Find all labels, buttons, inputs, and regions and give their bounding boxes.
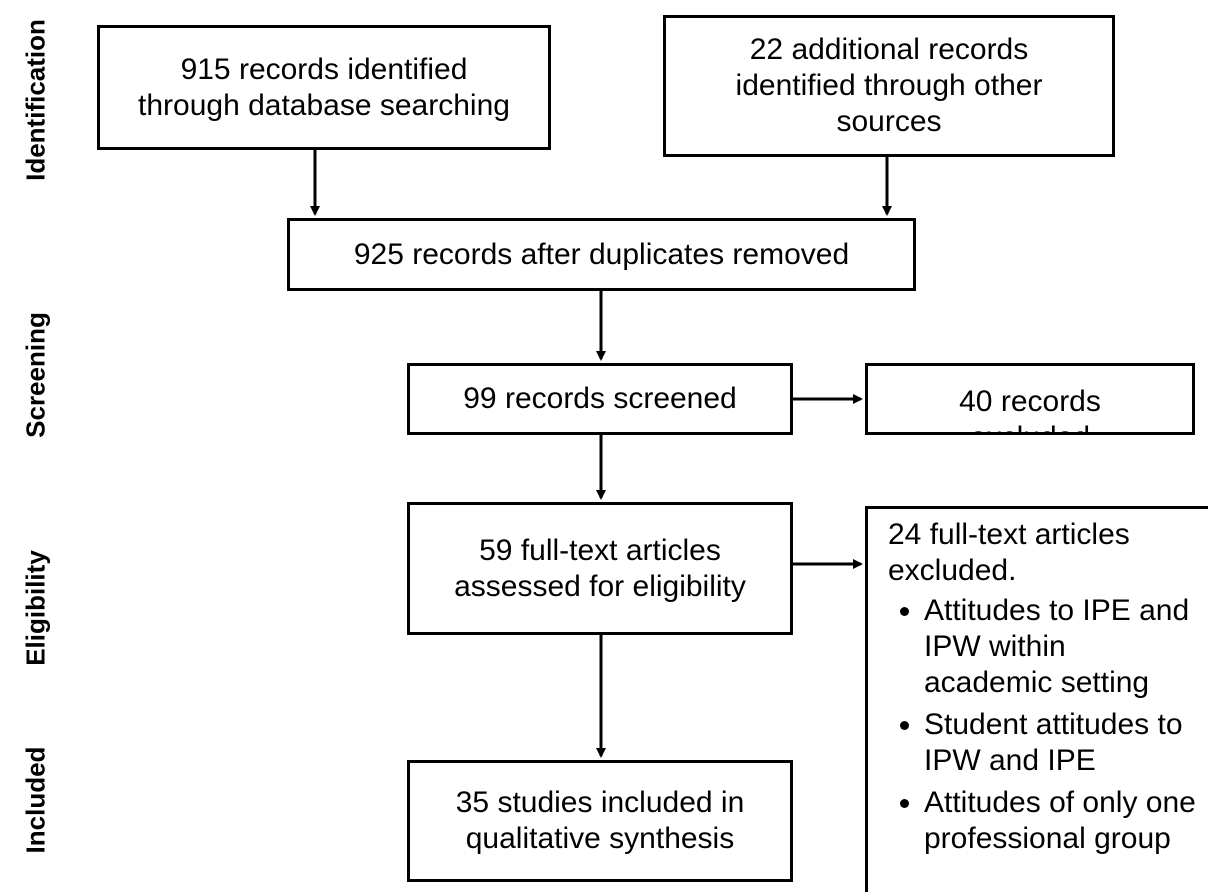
- database-records-box: 915 records identified through database …: [97, 25, 551, 150]
- duplicates-removed-box: 925 records after duplicates removed: [287, 218, 916, 291]
- fulltext-excluded-heading: 24 full-text articles excluded.: [888, 518, 1130, 587]
- records-excluded-box: 40 records excluded: [865, 363, 1195, 435]
- exclusion-reason: Attitudes of only one professional group: [924, 785, 1198, 857]
- other-sources-text: 22 additional records identified through…: [735, 33, 1043, 138]
- fulltext-excluded-box: 24 full-text articles excluded. Attitude…: [865, 506, 1208, 892]
- fulltext-assessed-box: 59 full-text articles assessed for eligi…: [407, 502, 793, 635]
- records-screened-text: 99 records screened: [463, 382, 737, 415]
- exclusion-reason: Student attitudes to IPW and IPE: [924, 707, 1198, 779]
- exclusion-reason: Attitudes to IPE and IPW within academic…: [924, 593, 1198, 701]
- fulltext-assessed-text: 59 full-text articles assessed for eligi…: [454, 533, 746, 603]
- records-excluded-text: 40 records excluded: [959, 385, 1101, 432]
- duplicates-removed-text: 925 records after duplicates removed: [353, 237, 850, 271]
- other-sources-box: 22 additional records identified through…: [663, 15, 1115, 157]
- database-records-text: 915 records identified through database …: [138, 52, 510, 122]
- exclusion-reasons-list: Attitudes to IPE and IPW within academic…: [888, 593, 1198, 857]
- studies-included-text: 35 studies included in qualitative synth…: [455, 786, 745, 855]
- records-screened-box: 99 records screened: [407, 363, 793, 435]
- studies-included-box: 35 studies included in qualitative synth…: [407, 760, 793, 882]
